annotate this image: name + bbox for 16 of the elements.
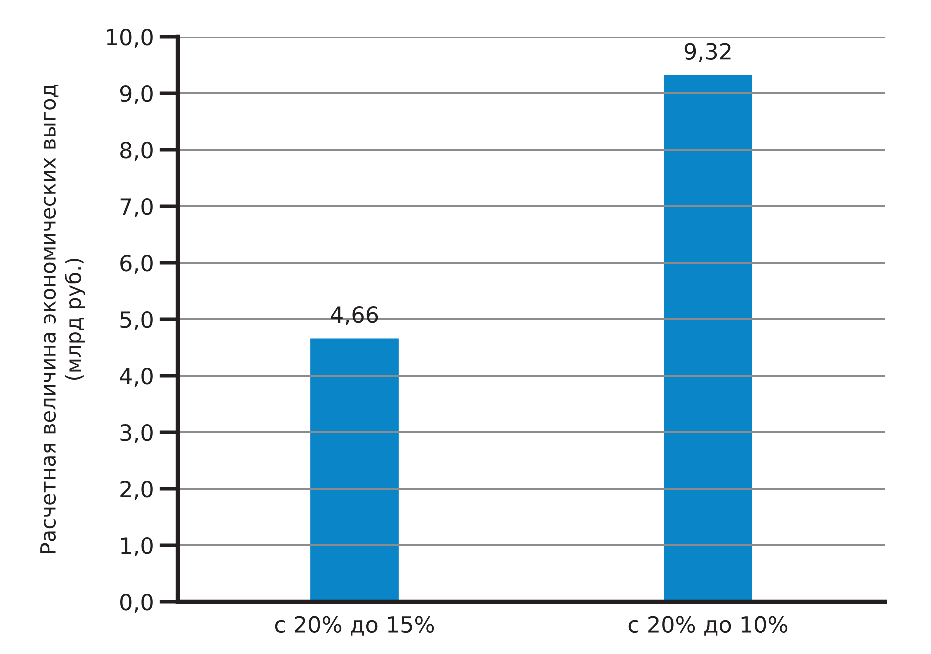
y-tick-label: 3,0 (120, 424, 153, 444)
y-tick-label: 10,0 (107, 28, 153, 48)
x-tick-label: с 20% до 10% (628, 616, 788, 636)
y-tick-label: 5,0 (120, 311, 153, 331)
y-tick-label: 7,0 (120, 198, 153, 218)
data-label: 9,32 (684, 43, 731, 62)
y-tick-label: 6,0 (120, 254, 153, 274)
x-tick-label: с 20% до 15% (275, 616, 434, 636)
y-tick-label: 9,0 (120, 85, 153, 105)
y-tick-label: 8,0 (120, 142, 153, 162)
y-axis-title: Расчетная величина экономических выгод (млрд руб.) (40, 84, 86, 554)
y-tick-label: 2,0 (120, 480, 153, 500)
y-tick-label: 1,0 (121, 537, 153, 557)
y-tick-label: 0,0 (120, 594, 153, 614)
data-label: 4,66 (331, 306, 378, 326)
y-tick-label: 4,0 (120, 368, 153, 388)
